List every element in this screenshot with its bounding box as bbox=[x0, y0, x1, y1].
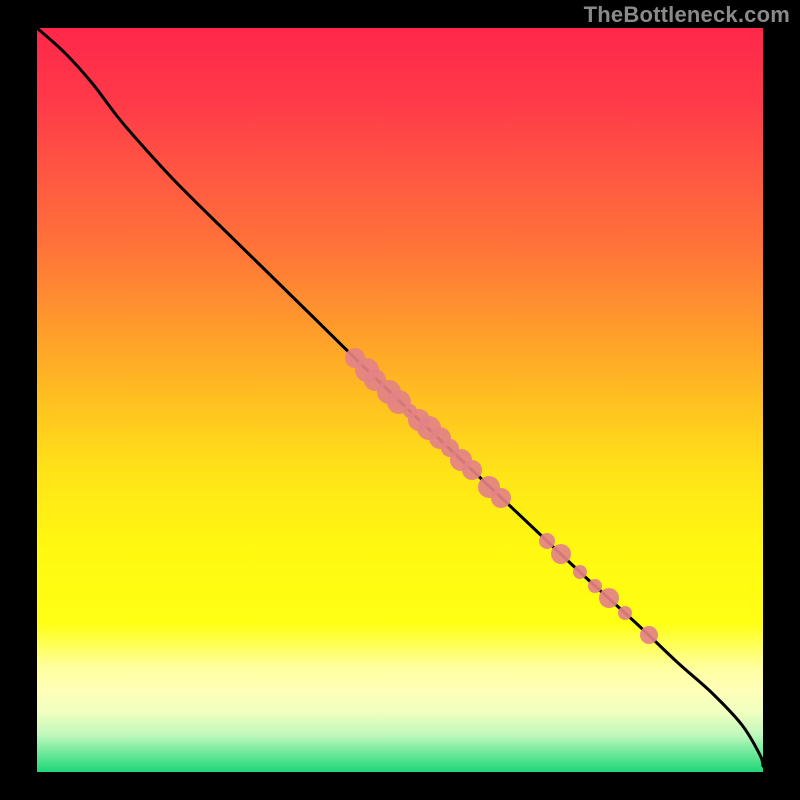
data-marker bbox=[599, 588, 619, 608]
watermark-text: TheBottleneck.com bbox=[584, 2, 790, 28]
data-marker bbox=[539, 533, 555, 549]
data-marker bbox=[618, 606, 632, 620]
data-marker bbox=[491, 488, 511, 508]
data-marker bbox=[588, 579, 602, 593]
data-marker bbox=[573, 565, 587, 579]
data-marker bbox=[640, 626, 658, 644]
data-marker bbox=[551, 544, 571, 564]
data-marker bbox=[462, 460, 482, 480]
bottleneck-curve-plot bbox=[37, 28, 763, 772]
